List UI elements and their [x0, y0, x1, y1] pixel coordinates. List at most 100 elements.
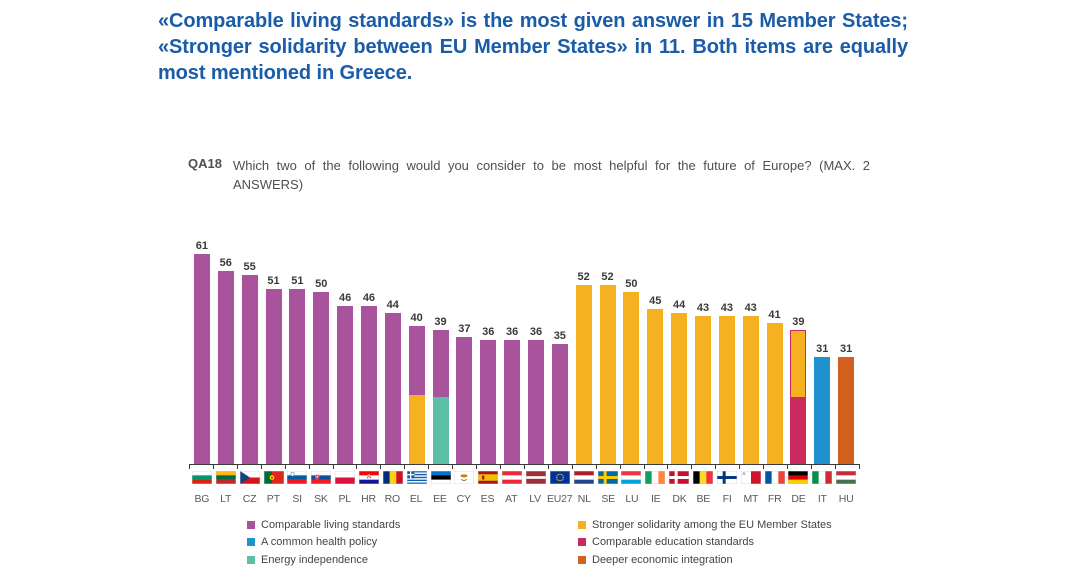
bar-slot-PL: 46	[333, 240, 357, 464]
flag-bg-icon	[190, 471, 214, 484]
flag-es-icon	[476, 471, 500, 484]
value-label-IE: 45	[649, 295, 662, 307]
legend-swatch-energy	[247, 555, 255, 564]
legend-label-economic: Deeper economic integration	[592, 553, 733, 566]
flag-lu-icon	[619, 471, 643, 484]
bar-slot-MT: 43	[739, 240, 763, 464]
value-label-SE: 52	[601, 271, 614, 283]
bar-IT	[814, 357, 831, 464]
bar-PT	[265, 289, 282, 464]
flag-hu-icon	[834, 471, 858, 484]
axis-tick	[308, 465, 310, 469]
value-label-LV: 36	[529, 326, 543, 338]
bar-slot-SI: 51	[285, 240, 309, 464]
bar-HR	[360, 306, 377, 464]
axis-tick	[523, 465, 525, 469]
country-code-CZ: CZ	[242, 493, 257, 505]
flag-cz-icon	[238, 471, 262, 484]
bar-slot-DE: 39	[786, 240, 810, 464]
value-label-RO: 44	[386, 299, 399, 311]
bar-EU27	[551, 344, 568, 464]
country-code-LU: LU	[625, 493, 639, 505]
bar-slot-LT: 56	[214, 240, 238, 464]
country-code-ES: ES	[480, 493, 495, 505]
bar-slot-NL: 52	[572, 240, 596, 464]
value-label-NL: 52	[577, 271, 590, 283]
value-label-HR: 46	[362, 292, 376, 304]
flag-si-icon	[285, 471, 309, 484]
country-code-FR: FR	[767, 493, 782, 505]
value-label-IT: 31	[816, 343, 829, 355]
country-code-IT: IT	[817, 493, 827, 505]
country-code-SE: SE	[601, 493, 615, 505]
legend-swatch-economic	[578, 555, 586, 564]
value-label-FI: 43	[720, 302, 733, 314]
legend-label-education: Comparable education standards	[592, 536, 755, 549]
flag-ee-icon	[429, 471, 453, 484]
bar-slot-HU: 31	[834, 240, 858, 464]
bar-slot-PT: 51	[262, 240, 286, 464]
value-label-DK: 44	[672, 299, 686, 311]
country-code-HR: HR	[361, 493, 376, 505]
country-code-AT: AT	[505, 493, 518, 505]
flag-lt-icon	[214, 471, 238, 484]
bar-SK	[313, 292, 330, 464]
bar-slot-IT: 31	[810, 240, 834, 464]
country-code-LV: LV	[529, 493, 541, 505]
axis-tick	[332, 465, 334, 469]
legend-item-solidarity: Stronger solidarity among the EU Member …	[578, 516, 832, 534]
bar-slot-BE: 43	[691, 240, 715, 464]
legend-left: Comparable living standards A common heal…	[247, 516, 400, 569]
bar-CY	[456, 337, 473, 464]
axis-tick	[571, 465, 573, 469]
question-text: Which two of the following would you con…	[232, 158, 870, 192]
bar-slot-ES: 36	[476, 240, 500, 464]
axis-tick	[189, 465, 190, 469]
bar-CZ	[241, 275, 258, 464]
country-code-MT: MT	[743, 493, 759, 505]
bar-slot-BG: 61	[190, 240, 214, 464]
flag-pl-icon	[333, 471, 357, 484]
bar-slot-IE: 45	[643, 240, 667, 464]
flag-ie-icon	[643, 471, 667, 484]
country-code-FI: FI	[722, 493, 732, 505]
value-label-AT: 36	[505, 326, 519, 338]
flag-fr-icon	[763, 471, 787, 484]
bar-slot-FI: 43	[715, 240, 739, 464]
plot-area: 61 56 55 51 51 50 46 46 44 40 39 37 36 36 36 35 52 52 50 45…	[190, 240, 858, 464]
flag-pt-icon	[262, 471, 286, 484]
value-label-BE: 43	[696, 302, 710, 314]
axis-tick	[667, 465, 669, 469]
country-code-PT: PT	[266, 493, 280, 505]
value-label-LT: 56	[219, 257, 232, 269]
flag-it-icon	[810, 471, 834, 484]
value-label-EU27: 35	[553, 330, 566, 342]
axis-tick	[787, 465, 789, 469]
country-codes-row: BG LT CZ PT SI SK PL HR RO EL EE CY ES AT LV EU27 NL SE LU…	[190, 492, 858, 506]
axis-tick	[356, 465, 358, 469]
legend-swatch-health	[247, 538, 255, 547]
bar-BE	[694, 316, 711, 464]
legend-item-economic: Deeper economic integration	[578, 551, 832, 569]
flag-cy-icon	[452, 471, 476, 484]
country-code-CY: CY	[456, 493, 471, 505]
bar-slot-SK: 50	[309, 240, 333, 464]
country-code-DK: DK	[672, 493, 687, 505]
flag-el-icon	[405, 471, 429, 484]
bar-slot-LU: 50	[619, 240, 643, 464]
legend-swatch-living	[247, 520, 255, 529]
bar-ES	[480, 340, 497, 464]
bar-DE	[790, 330, 807, 464]
axis-tick	[547, 465, 549, 469]
bar-LV	[527, 340, 544, 464]
bar-slot-CY: 37	[452, 240, 476, 464]
country-code-SI: SI	[292, 493, 302, 505]
bar-LU	[623, 292, 640, 464]
value-label-CY: 37	[458, 323, 471, 335]
legend-label-living: Comparable living standards	[261, 518, 401, 531]
legend-label-energy: Energy independence	[261, 553, 369, 566]
country-code-EE: EE	[433, 493, 447, 505]
flag-dk-icon	[667, 471, 691, 484]
bar-EL	[408, 326, 425, 464]
